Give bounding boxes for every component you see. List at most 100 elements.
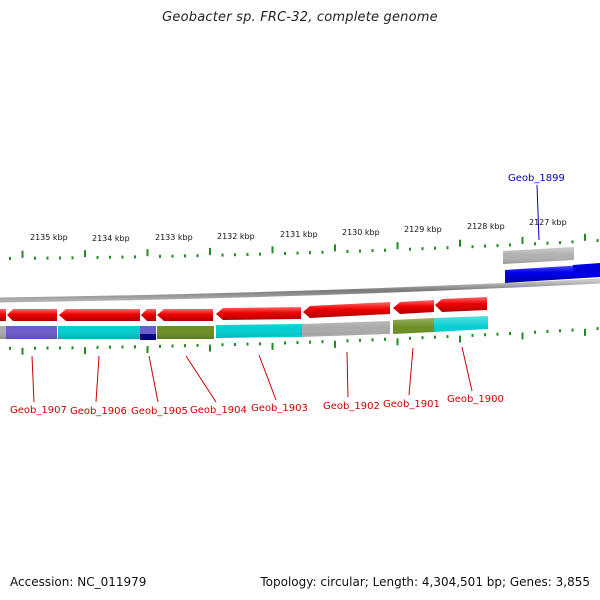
gene-label[interactable]: Geob_1899 xyxy=(508,173,565,184)
reverse-strand-arrows xyxy=(0,297,487,321)
ruler-minor-tick xyxy=(221,253,224,257)
leader-line xyxy=(258,354,277,401)
ruler-major-tick xyxy=(84,347,86,355)
ruler-minor-tick xyxy=(284,341,286,345)
ruler-minor-tick xyxy=(184,344,186,348)
ruler-minor-tick xyxy=(196,254,199,258)
ruler-minor-tick xyxy=(484,244,486,248)
ruler-major-tick xyxy=(459,239,461,247)
gene-labels: Geob_1907 Geob_1906 Geob_1905 Geob_1904 … xyxy=(10,173,565,417)
ruler-minor-tick xyxy=(109,345,111,349)
ruler-minor-tick xyxy=(471,245,474,249)
ruler-minor-tick xyxy=(46,346,49,350)
ruler-major-tick xyxy=(521,236,524,244)
ruler-minor-tick xyxy=(34,256,36,260)
ruler-label: 2130 kbp xyxy=(342,228,380,237)
leader-line xyxy=(95,355,100,403)
ruler-minor-tick xyxy=(246,342,249,346)
ruler-major-tick xyxy=(209,344,211,352)
gene-arrow-geob-1907[interactable] xyxy=(0,309,6,321)
gene-label[interactable]: Geob_1900 xyxy=(447,394,504,405)
ruler-minor-tick xyxy=(59,346,61,350)
ruler-minor-tick xyxy=(359,338,361,342)
gene-geob-1899[interactable] xyxy=(503,247,600,283)
gene-arrow-geob-1906[interactable] xyxy=(59,309,140,321)
ruler-minor-tick xyxy=(159,344,161,348)
ruler-major-tick xyxy=(584,328,586,336)
ruler-minor-tick xyxy=(296,341,299,345)
gene-label[interactable]: Geob_1907 xyxy=(10,405,67,416)
ruler-minor-tick xyxy=(371,338,374,342)
ruler-minor-tick xyxy=(434,335,436,339)
gene-arrow-geob-1901[interactable] xyxy=(393,300,434,314)
gene-arrow-geob-1904[interactable] xyxy=(157,309,213,321)
ruler-minor-tick xyxy=(96,256,99,259)
ruler-major-tick xyxy=(334,244,336,252)
genome-summary-text: Topology: circular; Length: 4,304,501 bp… xyxy=(260,575,590,589)
ruler-major-tick xyxy=(21,250,24,258)
gene-label[interactable]: Geob_1905 xyxy=(131,406,188,417)
ruler-minor-tick xyxy=(321,340,324,344)
ruler-label: 2135 kbp xyxy=(30,233,68,242)
ruler-major-tick xyxy=(209,247,211,255)
cog-bar-shade xyxy=(503,247,574,264)
ruler-minor-tick xyxy=(284,251,286,255)
ruler-minor-tick xyxy=(296,251,299,255)
leader-line xyxy=(461,346,473,392)
ruler-ticks-bottom xyxy=(9,327,599,355)
accession-text: Accession: NC_011979 xyxy=(10,575,147,589)
ruler-minor-tick xyxy=(596,239,599,243)
ruler-minor-tick xyxy=(421,247,424,251)
gene-label[interactable]: Geob_1906 xyxy=(70,406,127,417)
leader-line xyxy=(31,355,35,403)
ruler-minor-tick xyxy=(371,249,374,253)
ruler-major-tick xyxy=(271,246,274,254)
ruler-minor-tick xyxy=(234,343,236,346)
ruler-minor-tick xyxy=(509,243,511,247)
ruler-major-tick xyxy=(146,346,149,353)
leader-line xyxy=(148,355,159,403)
gene-arrow-extra xyxy=(573,263,600,277)
gene-arrow-geob-1900[interactable] xyxy=(435,297,487,312)
ruler-minor-tick xyxy=(9,256,11,260)
ruler-minor-tick xyxy=(446,335,449,339)
gene-arrow-geob-1902[interactable] xyxy=(303,302,390,318)
ruler-minor-tick xyxy=(559,329,561,333)
ruler-minor-tick xyxy=(59,256,61,260)
ruler-minor-tick xyxy=(121,345,124,349)
ruler-minor-tick xyxy=(321,250,324,254)
ruler-major-tick xyxy=(84,250,86,258)
gene-arrow-geob-1905[interactable] xyxy=(141,309,156,321)
ruler-major-tick xyxy=(521,332,524,340)
gene-label[interactable]: Geob_1902 xyxy=(323,401,380,412)
ruler-major-tick xyxy=(21,347,24,355)
ruler-minor-tick xyxy=(409,336,411,340)
gene-label[interactable]: Geob_1904 xyxy=(190,405,247,416)
gene-arrow-geob-1907b[interactable] xyxy=(7,309,57,321)
gene-label[interactable]: Geob_1901 xyxy=(383,399,440,410)
ruler-minor-tick xyxy=(309,251,311,255)
ruler-minor-tick xyxy=(171,344,174,348)
ruler-minor-tick xyxy=(596,327,599,331)
ruler-minor-tick xyxy=(121,255,124,259)
ruler-minor-tick xyxy=(234,253,236,257)
ruler-minor-tick xyxy=(71,346,74,350)
ruler-minor-tick xyxy=(496,244,499,248)
ruler-major-tick xyxy=(396,338,399,346)
map-title: Geobacter sp. FRC-32, complete genome xyxy=(162,10,438,25)
gene-arrow-geob-1903[interactable] xyxy=(216,307,301,320)
ruler-minor-tick xyxy=(546,330,549,333)
ruler-minor-tick xyxy=(159,254,161,258)
ruler-minor-tick xyxy=(471,333,474,337)
gene-label[interactable]: Geob_1903 xyxy=(251,403,308,414)
ruler-major-tick xyxy=(584,233,586,241)
ruler-minor-tick xyxy=(346,339,349,343)
ruler-minor-tick xyxy=(409,247,411,251)
ruler-major-tick xyxy=(396,242,399,250)
genome-backbone xyxy=(0,278,600,303)
ruler-major-tick xyxy=(271,342,274,350)
ruler-minor-tick xyxy=(221,343,224,347)
ruler-minor-tick xyxy=(246,253,249,256)
ruler-minor-tick xyxy=(34,346,36,350)
